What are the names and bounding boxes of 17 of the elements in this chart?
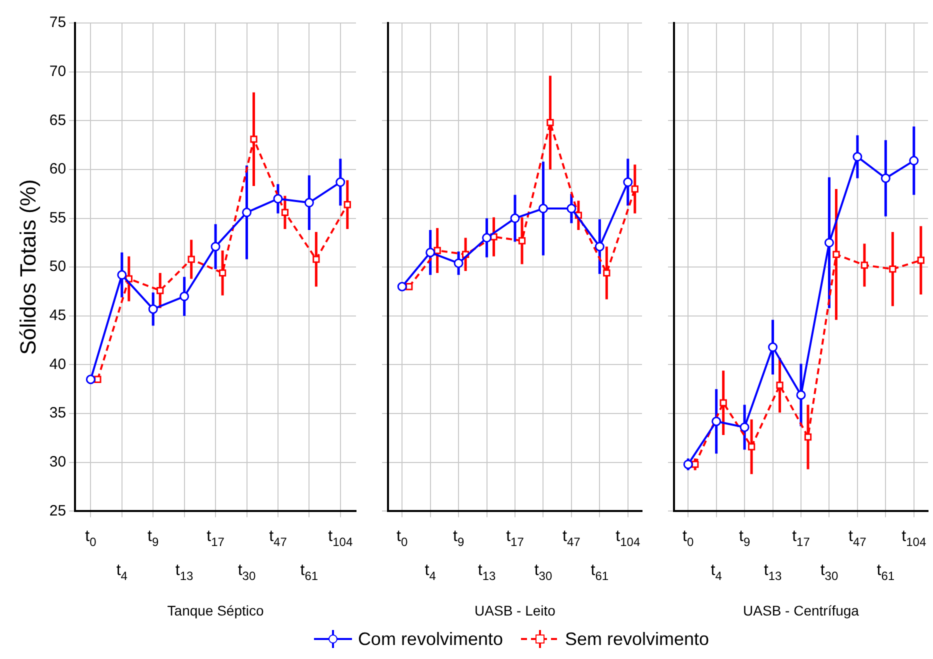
y-tick-label: 70 [49,62,66,80]
x-axis-title: Tanque Séptico [167,602,264,618]
y-tick-label: 55 [49,209,66,226]
y-axis-title: Sólidos Totais (%) [15,179,40,355]
legend-label: Com revolvimento [358,628,503,650]
y-tick-label: 75 [49,14,66,32]
x-axis-title: UASB - Leito [474,602,556,618]
legend-label: Sem revolvimento [564,628,710,650]
x-axis-title: UASB - Centrífuga [743,602,860,618]
y-tick-label: 60 [49,160,66,178]
y-tick-label: 30 [49,454,66,471]
y-tick-label: 45 [49,307,66,324]
y-tick-label: 40 [49,356,66,373]
y-tick-label: 25 [49,502,66,520]
y-tick-label: 35 [49,404,66,422]
y-tick-label: 50 [49,258,66,276]
y-tick-label: 65 [49,112,66,129]
